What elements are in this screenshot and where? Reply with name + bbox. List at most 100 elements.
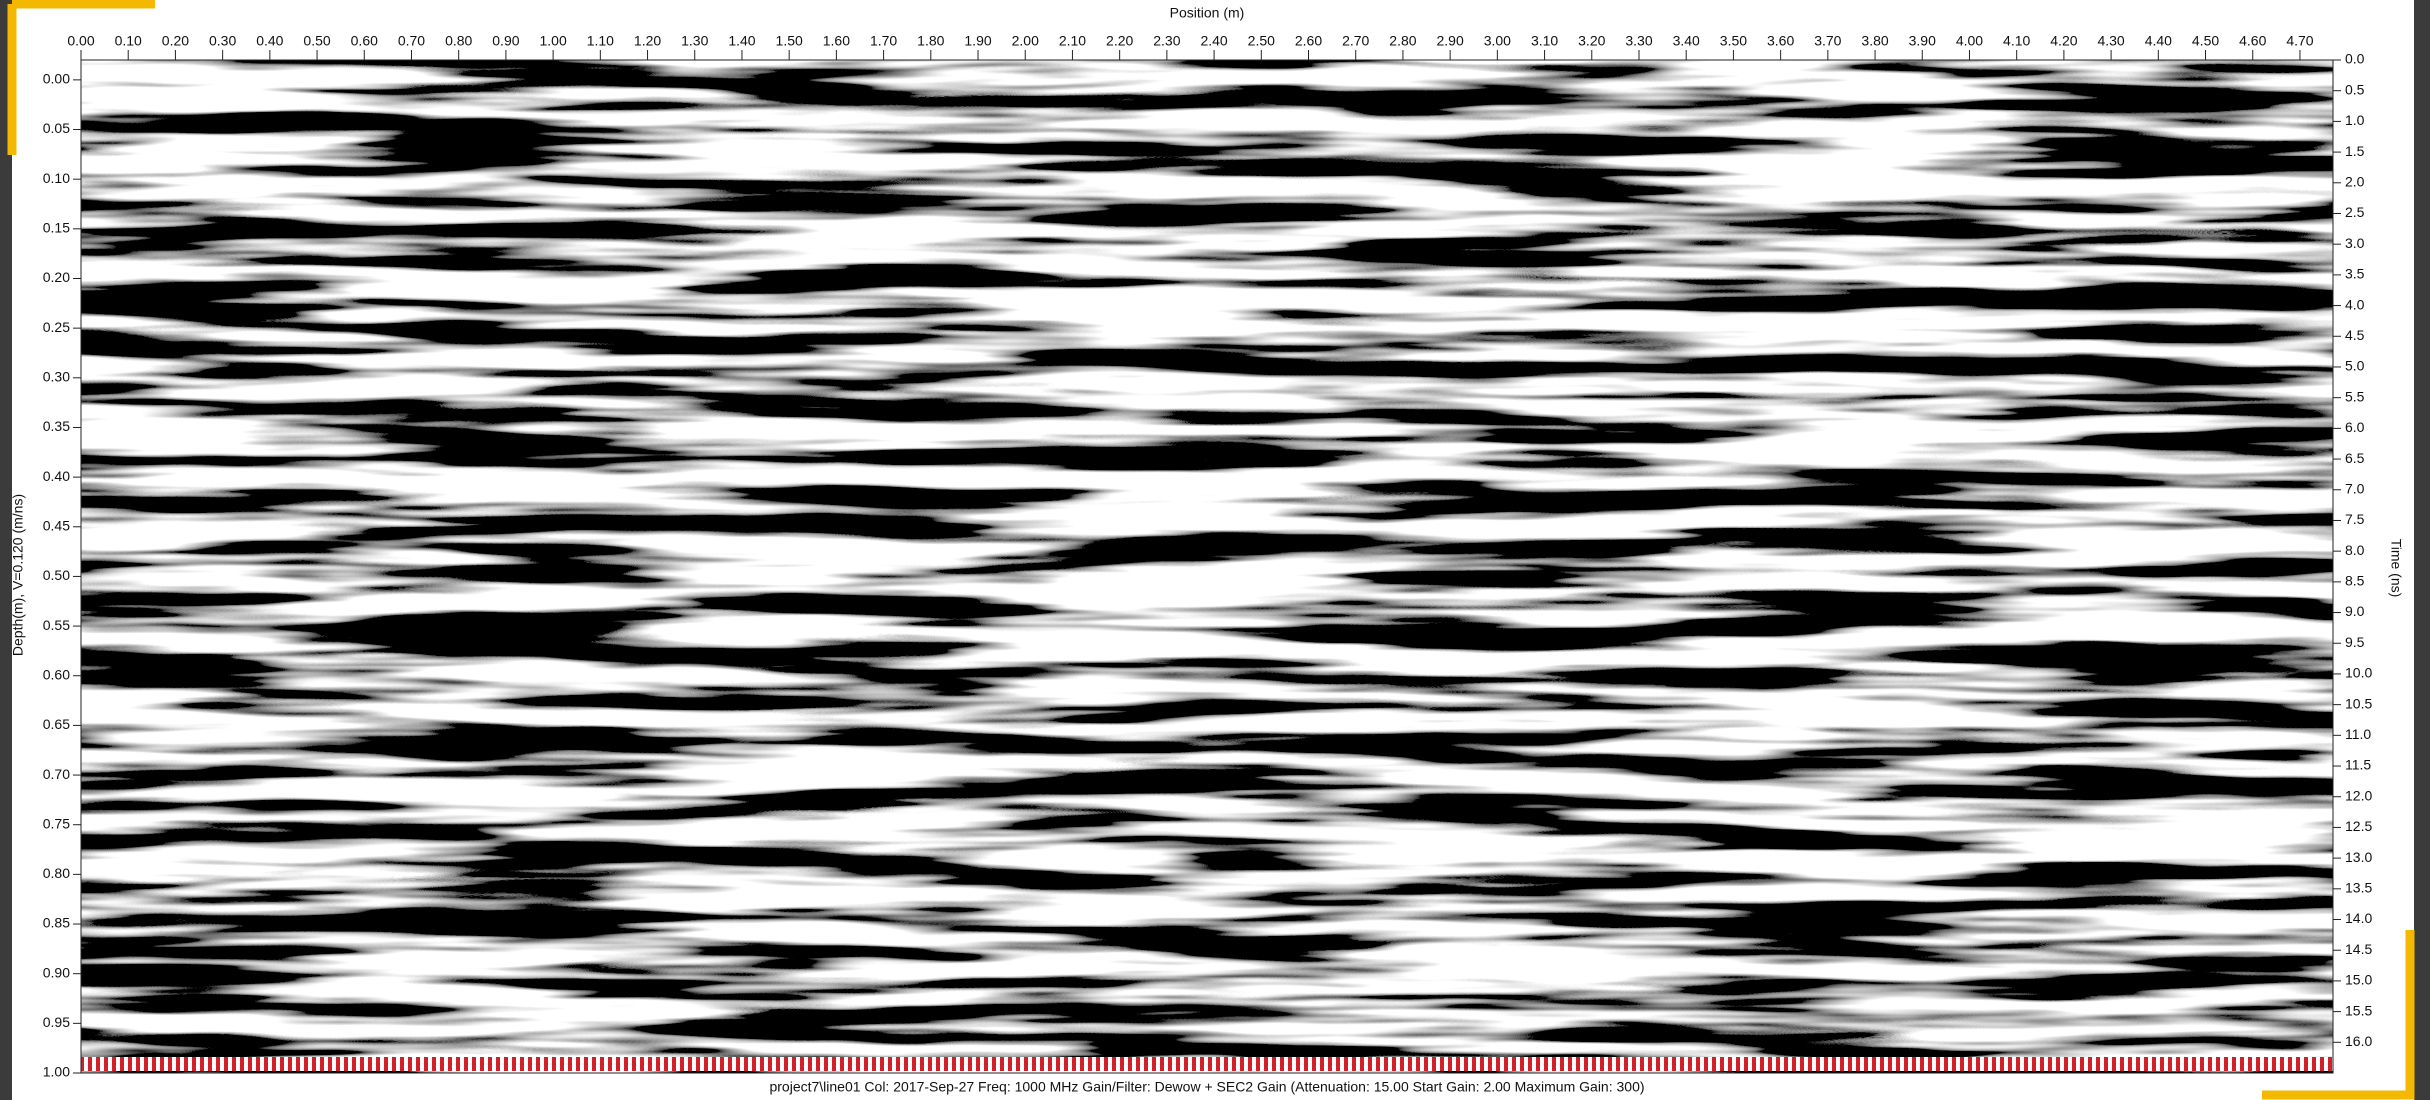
x-tick-label: 0.60 bbox=[351, 33, 378, 49]
y2-tick-label: 6.0 bbox=[2345, 419, 2365, 435]
x-tick-label: 4.40 bbox=[2145, 33, 2172, 49]
x-tick-label: 4.10 bbox=[2003, 33, 2030, 49]
y2-tick-label: 0.0 bbox=[2345, 51, 2365, 67]
y-tick-label: 0.90 bbox=[43, 964, 70, 980]
y-tick-label: 0.60 bbox=[43, 666, 70, 682]
y-axis-title: Depth(m), V=0.120 (m/ns) bbox=[10, 494, 26, 656]
x-tick-label: 2.00 bbox=[1012, 33, 1039, 49]
x-tick-label: 2.40 bbox=[1200, 33, 1227, 49]
x-tick-label: 2.90 bbox=[1437, 33, 1464, 49]
y2-tick-label: 11.5 bbox=[2345, 757, 2371, 773]
y2-tick-label: 13.5 bbox=[2345, 880, 2372, 896]
y2-tick-label: 12.0 bbox=[2345, 787, 2372, 803]
y-tick-label: 0.10 bbox=[43, 170, 70, 186]
y-tick-label: 0.25 bbox=[43, 319, 70, 335]
y2-tick-label: 14.0 bbox=[2345, 910, 2372, 926]
y-tick-label: 0.30 bbox=[43, 369, 70, 385]
x-tick-label: 0.30 bbox=[209, 33, 236, 49]
y2-tick-label: 3.0 bbox=[2345, 235, 2365, 251]
x-tick-label: 2.20 bbox=[1106, 33, 1133, 49]
y2-tick-label: 1.5 bbox=[2345, 143, 2365, 159]
x-tick-label: 1.90 bbox=[964, 33, 991, 49]
footer-info: project7\line01 Col: 2017-Sep-27 Freq: 1… bbox=[769, 1079, 1644, 1095]
y2-tick-label: 5.5 bbox=[2345, 388, 2365, 404]
x-axis-title: Position (m) bbox=[1170, 5, 1245, 21]
y-tick-label: 0.85 bbox=[43, 915, 70, 931]
y-tick-label: 0.00 bbox=[43, 71, 70, 87]
y2-tick-label: 6.5 bbox=[2345, 450, 2365, 466]
x-tick-label: 3.70 bbox=[1814, 33, 1841, 49]
corner-bracket bbox=[7, 0, 155, 155]
corner-bracket bbox=[2262, 930, 2415, 1100]
y2-tick-label: 14.5 bbox=[2345, 941, 2372, 957]
x-tick-label: 2.80 bbox=[1389, 33, 1416, 49]
y2-tick-label: 7.5 bbox=[2345, 511, 2365, 527]
y-tick-label: 0.75 bbox=[43, 815, 70, 831]
y2-tick-label: 8.0 bbox=[2345, 542, 2365, 558]
x-tick-label: 1.30 bbox=[681, 33, 708, 49]
y-tick-label: 0.70 bbox=[43, 766, 70, 782]
x-tick-label: 3.00 bbox=[1484, 33, 1511, 49]
x-tick-label: 4.20 bbox=[2050, 33, 2077, 49]
x-tick-label: 1.00 bbox=[539, 33, 566, 49]
y-tick-label: 0.65 bbox=[43, 716, 70, 732]
y2-tick-label: 7.0 bbox=[2345, 480, 2365, 496]
y-tick-label: 0.40 bbox=[43, 468, 70, 484]
x-tick-label: 0.90 bbox=[492, 33, 519, 49]
y2-tick-label: 11.0 bbox=[2345, 726, 2371, 742]
y-tick-label: 0.20 bbox=[43, 269, 70, 285]
x-tick-label: 3.30 bbox=[1625, 33, 1652, 49]
y2-tick-label: 2.0 bbox=[2345, 173, 2365, 189]
y-tick-label: 0.50 bbox=[43, 567, 70, 583]
trace-markers bbox=[81, 1057, 2333, 1071]
x-tick-label: 1.70 bbox=[870, 33, 897, 49]
y2-tick-label: 16.0 bbox=[2345, 1033, 2372, 1049]
radargram-image bbox=[81, 60, 2333, 1073]
x-tick-label: 3.90 bbox=[1909, 33, 1936, 49]
y2-tick-label: 15.5 bbox=[2345, 1002, 2372, 1018]
x-tick-label: 2.60 bbox=[1295, 33, 1322, 49]
x-tick-label: 0.70 bbox=[398, 33, 425, 49]
x-tick-label: 3.20 bbox=[1578, 33, 1605, 49]
y2-tick-label: 10.5 bbox=[2345, 695, 2372, 711]
y2-tick-label: 3.5 bbox=[2345, 266, 2365, 282]
y2-tick-label: 4.5 bbox=[2345, 327, 2365, 343]
x-tick-label: 3.80 bbox=[1861, 33, 1888, 49]
x-tick-label: 3.40 bbox=[1673, 33, 1700, 49]
y-tick-label: 0.15 bbox=[43, 220, 70, 236]
x-tick-label: 4.30 bbox=[2097, 33, 2124, 49]
x-tick-label: 2.10 bbox=[1059, 33, 1086, 49]
y2-tick-label: 1.0 bbox=[2345, 112, 2365, 128]
y2-tick-label: 12.5 bbox=[2345, 818, 2372, 834]
y2-tick-label: 10.0 bbox=[2345, 665, 2372, 681]
y2-tick-label: 4.0 bbox=[2345, 296, 2365, 312]
x-tick-label: 3.60 bbox=[1767, 33, 1794, 49]
x-tick-label: 1.80 bbox=[917, 33, 944, 49]
y-tick-label: 0.05 bbox=[43, 120, 70, 136]
x-tick-label: 0.80 bbox=[445, 33, 472, 49]
x-tick-label: 1.50 bbox=[776, 33, 803, 49]
x-tick-label: 1.20 bbox=[634, 33, 661, 49]
y2-axis-title: Time (ns) bbox=[2388, 539, 2404, 598]
x-tick-label: 2.70 bbox=[1342, 33, 1369, 49]
y2-tick-label: 8.5 bbox=[2345, 573, 2365, 589]
y2-tick-label: 15.0 bbox=[2345, 972, 2372, 988]
x-tick-label: 0.10 bbox=[115, 33, 142, 49]
x-tick-label: 0.20 bbox=[162, 33, 189, 49]
x-tick-label: 1.10 bbox=[587, 33, 614, 49]
y-tick-label: 0.35 bbox=[43, 418, 70, 434]
x-tick-label: 0.00 bbox=[67, 33, 94, 49]
plot-frame bbox=[80, 59, 2334, 1074]
x-tick-label: 2.30 bbox=[1153, 33, 1180, 49]
x-tick-label: 4.00 bbox=[1956, 33, 1983, 49]
x-tick-label: 4.70 bbox=[2286, 33, 2313, 49]
x-tick-label: 4.50 bbox=[2192, 33, 2219, 49]
x-tick-label: 3.10 bbox=[1531, 33, 1558, 49]
y-tick-label: 0.95 bbox=[43, 1014, 70, 1030]
x-tick-label: 1.60 bbox=[823, 33, 850, 49]
y2-tick-label: 2.5 bbox=[2345, 204, 2365, 220]
y2-tick-label: 13.0 bbox=[2345, 849, 2372, 865]
x-tick-label: 0.40 bbox=[256, 33, 283, 49]
